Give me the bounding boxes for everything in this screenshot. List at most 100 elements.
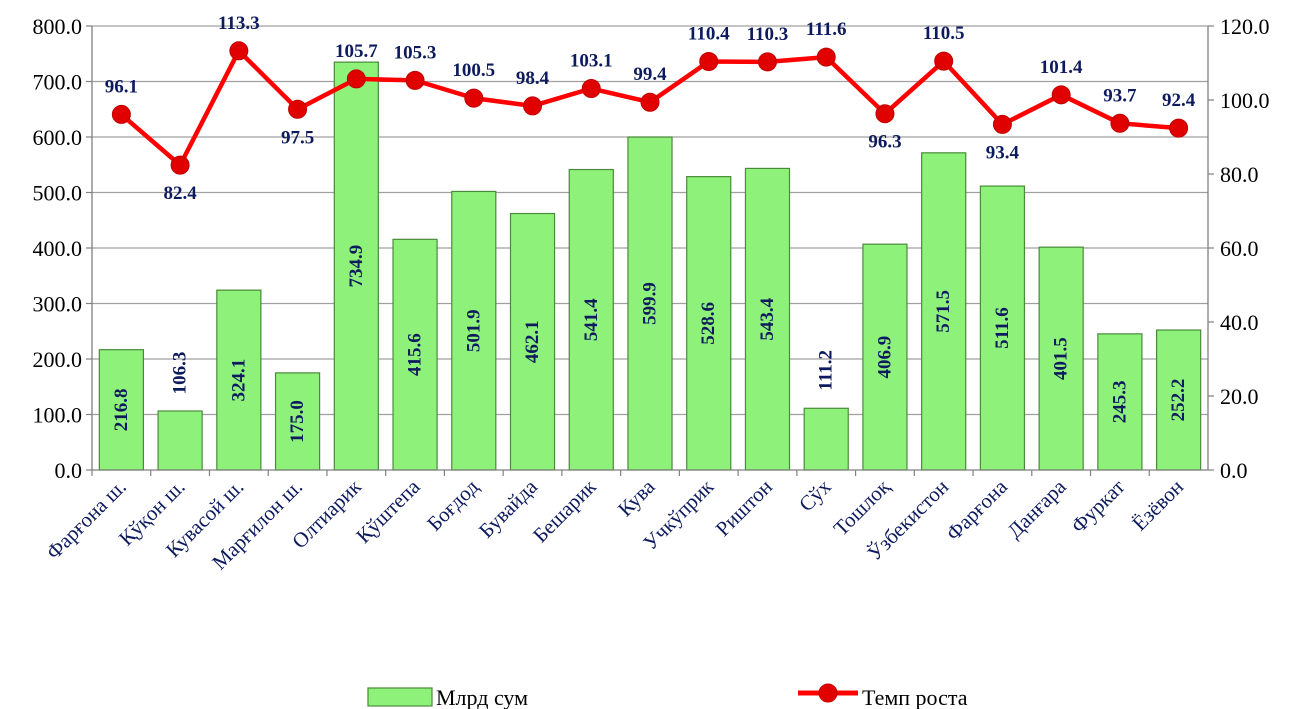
bar <box>157 410 203 471</box>
growth-value-label: 99.4 <box>633 64 667 85</box>
growth-value-label: 100.5 <box>452 60 495 81</box>
growth-value-label: 92.4 <box>1162 90 1196 111</box>
bar-value-label: 415.6 <box>405 333 426 376</box>
line-data-labels: 96.1 82.4 113.3 97.5 105.7 105.3 100.5 98.4 103.… <box>105 13 1196 204</box>
bar-value-label: 245.3 <box>1109 381 1130 424</box>
bar <box>1156 329 1202 471</box>
growth-point <box>816 47 836 67</box>
bar-value-label: 462.1 <box>522 320 543 363</box>
growth-value-label: 96.1 <box>105 76 138 97</box>
right-tick-label: 80.0 <box>1220 162 1259 187</box>
category-label: Кува <box>613 474 660 521</box>
axes <box>86 25 1214 476</box>
category-labels: Фарғона ш.Қўқон ш.Кувасой ш.Марғилон ш.О… <box>41 474 1188 574</box>
growth-value-label: 101.4 <box>1040 57 1083 78</box>
legend: Млрд сум Темп роста <box>367 683 968 709</box>
growth-point <box>1051 85 1071 105</box>
growth-point <box>523 96 543 116</box>
growth-value-label: 110.4 <box>688 24 730 45</box>
growth-value-label: 82.4 <box>163 183 197 204</box>
growth-point <box>1169 118 1189 138</box>
bar <box>568 168 614 471</box>
right-tick-label: 100.0 <box>1220 88 1270 113</box>
left-tick-label: 300.0 <box>33 292 83 317</box>
growth-point <box>757 52 777 72</box>
category-label: Риштон <box>711 475 777 541</box>
bar <box>274 372 321 471</box>
bar <box>1097 333 1143 471</box>
bar <box>744 167 791 471</box>
growth-point <box>464 88 484 108</box>
growth-value-label: 93.7 <box>1103 85 1137 106</box>
growth-value-label: 97.5 <box>281 127 314 148</box>
bar-value-label: 571.5 <box>933 290 954 333</box>
bar <box>392 238 438 471</box>
bars <box>98 61 1202 471</box>
left-tick-label: 100.0 <box>33 403 83 428</box>
growth-value-label: 105.3 <box>394 42 437 63</box>
growth-point <box>699 52 719 72</box>
growth-value-label: 110.5 <box>923 23 965 44</box>
category-label: Бешарик <box>528 474 601 547</box>
legend-bar-swatch <box>367 687 433 707</box>
growth-value-label: 113.3 <box>218 13 260 34</box>
growth-point <box>581 79 601 99</box>
right-axis-ticks: 0.0 20.0 40.0 60.0 80.0 100.0 120.0 <box>1220 14 1270 483</box>
right-tick-label: 20.0 <box>1220 384 1259 409</box>
right-tick-label: 120.0 <box>1220 14 1270 39</box>
growth-point <box>992 114 1012 134</box>
bar-value-label: 252.2 <box>1168 379 1189 422</box>
legend-line-marker <box>818 683 838 703</box>
bar <box>686 176 732 471</box>
legend-bar-label: Млрд сум <box>436 685 528 709</box>
left-tick-label: 500.0 <box>33 181 83 206</box>
growth-value-label: 105.7 <box>335 41 378 62</box>
bar <box>509 212 556 471</box>
growth-value-label: 96.3 <box>868 132 901 153</box>
legend-line-label: Темп роста <box>862 685 968 709</box>
category-label: Сўх <box>794 474 836 516</box>
bar <box>979 185 1026 471</box>
bar-value-label: 406.9 <box>874 336 895 379</box>
bar-value-label: 106.3 <box>170 352 191 395</box>
bar-value-label: 543.4 <box>757 297 778 340</box>
bar <box>333 61 379 471</box>
bar-value-label: 401.5 <box>1051 337 1072 380</box>
growth-value-label: 110.3 <box>747 24 789 45</box>
bar <box>451 190 497 471</box>
bar-value-label: 324.1 <box>228 359 249 402</box>
bar-value-label: 175.0 <box>287 400 308 443</box>
bar-value-label: 734.9 <box>346 245 367 288</box>
category-label: Қўштепа <box>351 474 425 548</box>
category-label: Фарғона <box>941 474 1012 545</box>
growth-point <box>934 51 954 71</box>
growth-value-label: 103.1 <box>570 51 613 72</box>
growth-point <box>111 104 131 124</box>
growth-point <box>229 41 249 61</box>
right-tick-label: 40.0 <box>1220 310 1259 335</box>
bar-data-labels: 216.8 106.3 324.1 175.0 734.9 415.6 501.9 462.1… <box>111 245 1189 443</box>
growth-line <box>111 41 1189 175</box>
bar-value-label: 528.6 <box>698 302 719 345</box>
left-tick-label: 200.0 <box>33 347 83 372</box>
growth-point <box>405 70 425 90</box>
left-tick-label: 0.0 <box>55 458 83 483</box>
right-tick-label: 60.0 <box>1220 236 1259 261</box>
bar <box>803 407 849 471</box>
category-label: Данғара <box>1002 474 1071 543</box>
category-label: Ёзёвон <box>1127 475 1188 536</box>
category-label: Фарғона ш. <box>41 475 131 565</box>
left-tick-label: 700.0 <box>33 70 83 95</box>
bar <box>862 243 908 471</box>
growth-value-label: 98.4 <box>516 68 550 89</box>
growth-point <box>1110 113 1130 133</box>
bar-value-label: 511.6 <box>992 307 1013 349</box>
left-tick-label: 600.0 <box>33 125 83 150</box>
left-axis-ticks: 0.0 100.0 200.0 300.0 400.0 500.0 600.0 700.0 80… <box>33 14 83 483</box>
growth-point <box>640 92 660 112</box>
growth-point <box>875 104 895 124</box>
growth-value-label: 111.6 <box>806 19 847 40</box>
bar <box>1038 246 1084 471</box>
left-tick-label: 800.0 <box>33 14 83 39</box>
